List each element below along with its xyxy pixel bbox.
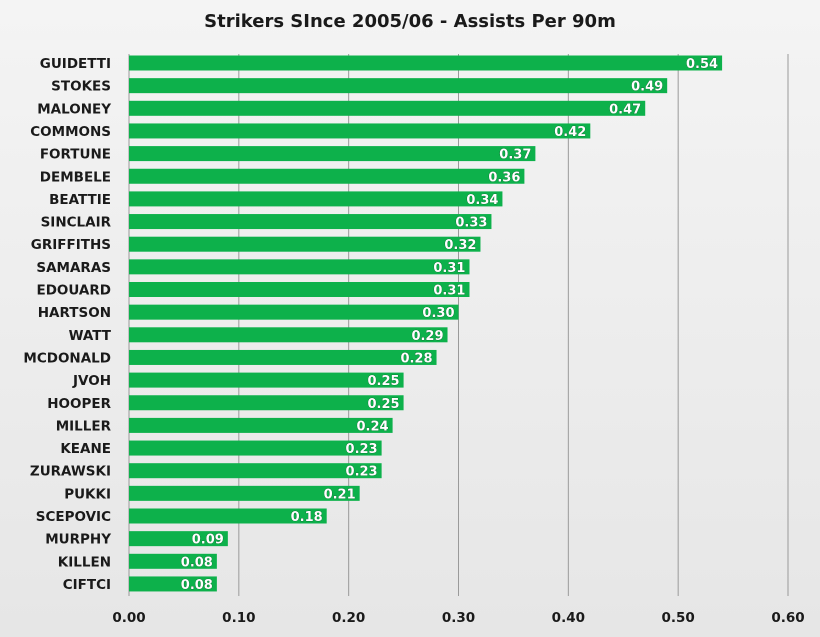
bar	[129, 395, 404, 411]
category-label: DEMBELE	[40, 169, 111, 185]
value-label: 0.54	[686, 57, 718, 72]
value-label: 0.18	[291, 510, 323, 525]
value-label: 0.36	[488, 170, 520, 185]
category-label: SAMARAS	[36, 260, 111, 276]
x-tick-label: 0.10	[222, 610, 255, 626]
category-label: MCDONALD	[23, 350, 111, 366]
value-label: 0.21	[324, 487, 356, 502]
category-label: EDOUARD	[36, 283, 111, 299]
value-label: 0.29	[411, 329, 443, 344]
category-label: JVOH	[72, 373, 111, 389]
value-label: 0.33	[455, 216, 487, 231]
x-tick-label: 0.20	[332, 610, 365, 626]
bar	[129, 327, 448, 343]
value-label: 0.47	[609, 102, 641, 117]
category-label: HARTSON	[38, 305, 111, 321]
bar	[129, 417, 393, 433]
bar	[129, 372, 404, 388]
x-axis-ticks: 0.00 0.10 0.20 0.30 0.40 0.50 0.60	[112, 610, 804, 626]
bar	[129, 123, 591, 139]
bar	[129, 440, 382, 456]
value-label: 0.23	[346, 442, 378, 457]
value-label: 0.34	[466, 193, 498, 208]
x-tick-label: 0.40	[552, 610, 585, 626]
category-label: ZURAWSKI	[30, 464, 111, 480]
category-label: BEATTIE	[49, 192, 111, 208]
category-label: GRIFFITHS	[31, 237, 111, 253]
category-label: SINCLAIR	[41, 215, 112, 231]
bar	[129, 485, 360, 501]
category-label: MURPHY	[45, 532, 111, 548]
bars	[129, 55, 723, 592]
category-label: GUIDETTI	[40, 56, 111, 72]
value-label: 0.42	[554, 125, 586, 140]
value-label: 0.32	[444, 238, 476, 253]
bar	[129, 282, 470, 297]
value-label: 0.25	[368, 374, 400, 389]
value-label: 0.08	[181, 578, 213, 593]
bar	[129, 349, 437, 365]
bar	[129, 236, 481, 252]
chart-title: Strikers SInce 2005/06 - Assists Per 90m	[204, 11, 616, 32]
grid-lines	[128, 54, 789, 596]
category-label: HOOPER	[47, 396, 111, 412]
bar	[129, 576, 217, 592]
x-tick-label: 0.50	[662, 610, 695, 626]
category-label: KEANE	[60, 441, 111, 457]
value-label: 0.09	[192, 533, 224, 548]
x-tick-label: 0.30	[442, 610, 475, 626]
category-label: KILLEN	[58, 554, 111, 570]
bar	[129, 100, 646, 116]
bar	[129, 214, 492, 230]
bar	[129, 168, 525, 184]
category-label: PUKKI	[64, 486, 111, 502]
value-label: 0.30	[422, 306, 454, 321]
value-labels: 0.54 0.49 0.47 0.42 0.37 0.36 0.34 0.33 0.32 0.31…	[180, 57, 718, 594]
bar	[129, 191, 503, 207]
bar	[129, 146, 536, 162]
bar	[129, 508, 327, 524]
value-label: 0.31	[433, 261, 465, 276]
x-tick-label: 0.60	[771, 610, 804, 626]
value-label: 0.28	[400, 351, 432, 366]
category-label: WATT	[69, 328, 112, 344]
bar	[129, 531, 228, 547]
category-label: STOKES	[51, 79, 111, 95]
category-labels: GUIDETTI STOKES MALONEY COMMONS FORTUNE DEMBE…	[23, 56, 111, 593]
value-label: 0.24	[357, 419, 389, 434]
category-label: SCEPOVIC	[36, 509, 111, 525]
value-label: 0.37	[499, 148, 531, 163]
value-label: 0.23	[346, 465, 378, 480]
category-label: CIFTCI	[63, 577, 111, 593]
category-label: MILLER	[56, 418, 112, 434]
x-tick-label: 0.00	[112, 610, 145, 626]
category-label: FORTUNE	[40, 147, 111, 163]
value-label: 0.25	[368, 397, 400, 412]
value-label: 0.49	[631, 80, 663, 95]
category-label: MALONEY	[37, 101, 111, 117]
value-label: 0.31	[433, 284, 465, 299]
category-label: COMMONS	[30, 124, 111, 140]
bar	[129, 463, 382, 479]
bar	[129, 55, 723, 71]
value-label: 0.08	[181, 555, 213, 570]
bar	[129, 78, 668, 94]
bar	[129, 259, 470, 275]
bar	[129, 553, 217, 569]
bar	[129, 304, 459, 320]
